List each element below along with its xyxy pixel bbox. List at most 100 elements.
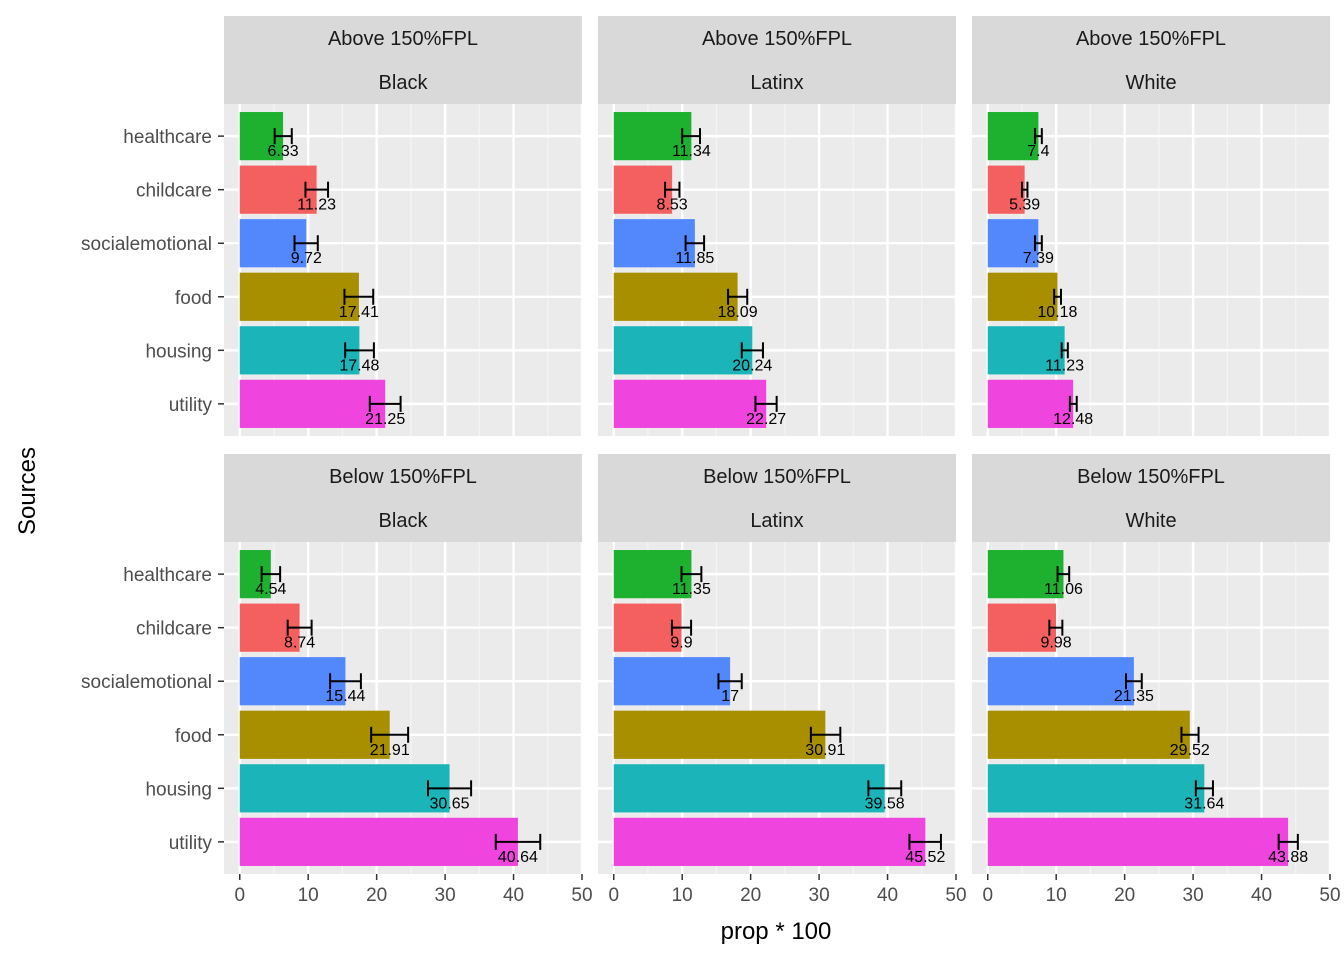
errorbar-socialemotional xyxy=(293,235,319,252)
value-label-childcare: 8.53 xyxy=(657,197,688,214)
x-tick-label: 10 xyxy=(1046,885,1067,906)
y-axis-title: Sources xyxy=(14,447,41,535)
value-label-childcare: 9.98 xyxy=(1040,635,1071,652)
value-label-childcare: 5.39 xyxy=(1009,197,1040,214)
errorbar-childcare xyxy=(286,619,313,636)
strip-group-label: Latinx xyxy=(750,510,803,532)
bar-socialemotional xyxy=(613,219,695,268)
bar-childcare xyxy=(613,603,682,652)
y-tick-label-food: food xyxy=(175,288,212,309)
value-label-healthcare: 7.4 xyxy=(1027,143,1049,160)
value-label-healthcare: 11.34 xyxy=(672,143,711,160)
errorbar-utility xyxy=(1277,833,1299,850)
value-label-utility: 22.27 xyxy=(746,411,786,428)
strip-fpl-label: Below 150%FPL xyxy=(703,466,851,488)
errorbar-healthcare xyxy=(1033,128,1043,145)
value-label-childcare: 11.23 xyxy=(297,197,336,214)
errorbar-food xyxy=(343,288,375,305)
value-label-utility: 43.88 xyxy=(1268,849,1308,866)
errorbar-childcare xyxy=(304,181,330,198)
x-tick-label: 10 xyxy=(672,885,693,906)
x-tick-label: 40 xyxy=(877,885,898,906)
value-label-housing: 31.64 xyxy=(1184,795,1224,812)
errorbar-food xyxy=(809,726,842,743)
value-label-food: 18.09 xyxy=(718,304,758,321)
strip-group xyxy=(972,60,1330,104)
value-label-utility: 45.52 xyxy=(905,849,945,866)
errorbar-socialemotional xyxy=(329,673,362,690)
bar-housing xyxy=(613,326,753,375)
errorbar-childcare xyxy=(1048,619,1064,636)
bar-socialemotional xyxy=(987,219,1039,268)
strip-group xyxy=(972,498,1330,542)
y-tick-label-housing: housing xyxy=(145,341,212,362)
x-tick-label: 20 xyxy=(366,885,387,906)
bar-socialemotional xyxy=(239,657,346,706)
x-tick-label: 10 xyxy=(298,885,319,906)
value-label-housing: 20.24 xyxy=(732,357,772,374)
value-label-utility: 12.48 xyxy=(1053,411,1093,428)
strip-group xyxy=(224,60,582,104)
errorbar-healthcare xyxy=(260,566,282,583)
errorbar-housing xyxy=(1194,780,1214,797)
value-label-food: 29.52 xyxy=(1170,742,1210,759)
bar-childcare xyxy=(613,165,673,214)
strip-fpl-label: Below 150%FPL xyxy=(1077,466,1225,488)
bar-utility xyxy=(613,379,767,428)
bar-socialemotional xyxy=(987,657,1134,706)
y-tick-label-socialemotional: socialemotional xyxy=(81,234,212,255)
value-label-socialemotional: 9.72 xyxy=(291,250,322,267)
x-tick-label: 50 xyxy=(571,885,592,906)
x-tick-label: 0 xyxy=(982,885,993,906)
y-tick-label-childcare: childcare xyxy=(136,181,212,202)
value-label-food: 30.91 xyxy=(805,742,845,759)
y-tick-label-housing: housing xyxy=(145,779,212,800)
value-label-childcare: 9.9 xyxy=(670,635,692,652)
errorbar-housing xyxy=(1060,342,1069,359)
y-tick-label-food: food xyxy=(175,726,212,747)
strip-fpl-label: Above 150%FPL xyxy=(702,28,852,50)
bar-housing xyxy=(987,326,1065,375)
errorbar-utility xyxy=(494,833,542,850)
x-tick-label: 50 xyxy=(1319,885,1340,906)
errorbar-utility xyxy=(1068,395,1078,412)
bar-healthcare xyxy=(987,112,1039,161)
strip-fpl xyxy=(598,454,956,498)
strip-group xyxy=(598,60,956,104)
strip-fpl-label: Above 150%FPL xyxy=(328,28,478,50)
errorbar-healthcare xyxy=(680,566,703,583)
value-label-food: 10.18 xyxy=(1037,304,1077,321)
panels-layer: Above 150%FPL Black 6.33 11.23 9.72 17.41 17.4… xyxy=(224,16,1332,874)
errorbar-utility xyxy=(368,395,402,412)
panel-latinx-below: Below 150%FPL Latinx 11.35 9.9 17 30.91 39.58 4… xyxy=(598,454,958,874)
panel-black-below: Below 150%FPL Black 4.54 8.74 15.44 21.91 30.6… xyxy=(224,454,584,874)
strip-group xyxy=(598,498,956,542)
y-tick-label-socialemotional: socialemotional xyxy=(81,672,212,693)
errorbar-childcare xyxy=(664,181,681,198)
value-label-housing: 17.48 xyxy=(339,357,379,374)
strip-group-label: White xyxy=(1125,72,1176,94)
y-tick-label-childcare: childcare xyxy=(136,619,212,640)
x-tick-label: 50 xyxy=(945,885,966,906)
errorbar-food xyxy=(727,288,749,305)
strip-group-label: Black xyxy=(379,72,429,94)
value-label-socialemotional: 17 xyxy=(721,688,739,705)
value-label-socialemotional: 7.39 xyxy=(1023,250,1054,267)
value-label-healthcare: 11.06 xyxy=(1044,581,1083,598)
x-tick-label: 30 xyxy=(809,885,830,906)
bar-housing xyxy=(239,326,360,375)
value-label-healthcare: 11.35 xyxy=(672,581,711,598)
errorbar-socialemotional xyxy=(1033,235,1043,252)
bar-housing xyxy=(987,764,1205,813)
errorbar-socialemotional xyxy=(684,235,706,252)
value-label-socialemotional: 11.85 xyxy=(675,250,714,267)
errorbar-healthcare xyxy=(273,128,293,145)
bar-healthcare xyxy=(613,112,692,161)
errorbar-childcare xyxy=(670,619,693,636)
value-label-housing: 39.58 xyxy=(865,795,905,812)
bar-healthcare xyxy=(613,550,692,599)
errorbar-utility xyxy=(908,833,942,850)
errorbar-housing xyxy=(740,342,764,359)
